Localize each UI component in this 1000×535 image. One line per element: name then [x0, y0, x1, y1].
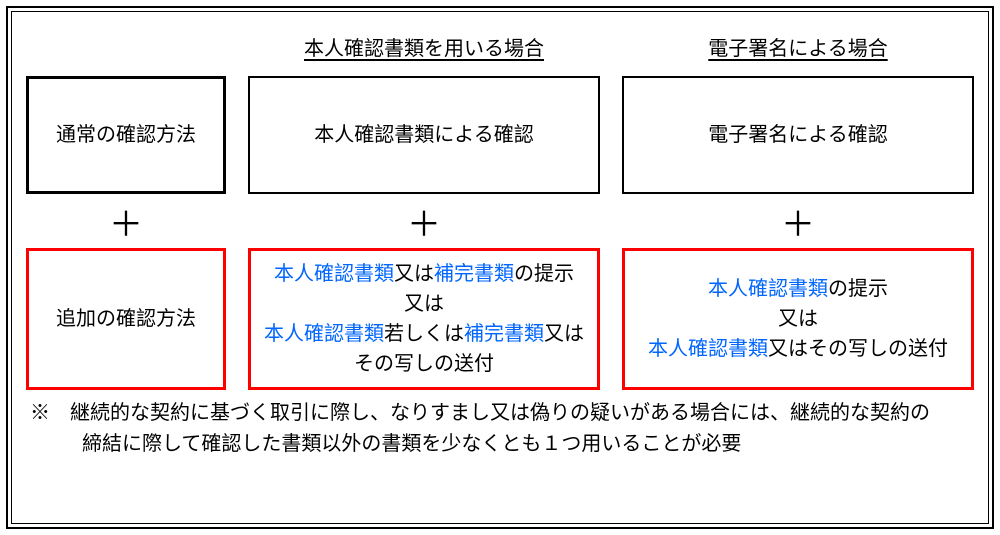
txt: 又は [394, 263, 434, 285]
row2-col2-line4: その写しの送付 [264, 349, 584, 379]
row1-label-box: 通常の確認方法 [26, 76, 226, 194]
row2-col3-box: 本人確認書類の提示 又は 本人確認書類又はその写しの送付 [622, 248, 974, 390]
footnote-line1: 継続的な契約に基づく取引に際し、なりすまし又は偽りの疑いがある場合には、継続的な… [70, 402, 930, 424]
row2-col2-line3: 本人確認書類若しくは補完書類又は [264, 319, 584, 349]
term-honnin: 本人確認書類 [648, 338, 768, 360]
inner-frame: 本人確認書類を用いる場合 電子署名による場合 通常の確認方法 本人確認書類による… [11, 11, 989, 524]
term-honnin: 本人確認書類 [274, 263, 394, 285]
row2-col3-line3: 本人確認書類又はその写しの送付 [648, 334, 948, 364]
row2-col2-content: 本人確認書類又は補完書類の提示 又は 本人確認書類若しくは補完書類又は その写し… [264, 259, 584, 379]
footnote: ※ 継続的な契約に基づく取引に際し、なりすまし又は偽りの疑いがある場合には、継続… [26, 398, 974, 460]
txt: の提示 [514, 263, 574, 285]
term-honnin: 本人確認書類 [708, 278, 828, 300]
outer-frame: 本人確認書類を用いる場合 電子署名による場合 通常の確認方法 本人確認書類による… [6, 6, 994, 529]
row2-label-box: 追加の確認方法 [26, 248, 226, 390]
heading-spacer [26, 30, 226, 76]
heading-col2: 本人確認書類を用いる場合 [248, 30, 600, 76]
heading-col3: 電子署名による場合 [622, 30, 974, 76]
txt: 若しくは [384, 323, 464, 345]
row2-col2-line1: 本人確認書類又は補完書類の提示 [264, 259, 584, 289]
txt: 又はその写しの送付 [768, 338, 948, 360]
row2-col3-line1: 本人確認書類の提示 [648, 274, 948, 304]
row2-col2-line2: 又は [264, 289, 584, 319]
diagram-grid: 本人確認書類を用いる場合 電子署名による場合 通常の確認方法 本人確認書類による… [26, 30, 974, 390]
term-hokan: 補完書類 [464, 323, 544, 345]
plus-col2: ＋ [248, 194, 600, 248]
row1-col2-box: 本人確認書類による確認 [248, 76, 600, 194]
row2-col3-content: 本人確認書類の提示 又は 本人確認書類又はその写しの送付 [648, 274, 948, 364]
txt: の提示 [828, 278, 888, 300]
plus-col1: ＋ [26, 194, 226, 248]
row1-col3-box: 電子署名による確認 [622, 76, 974, 194]
plus-col3: ＋ [622, 194, 974, 248]
footnote-line2: 締結に際して確認した書類以外の書類を少なくとも１つ用いることが必要 [30, 429, 741, 460]
row2-col2-box: 本人確認書類又は補完書類の提示 又は 本人確認書類若しくは補完書類又は その写し… [248, 248, 600, 390]
term-hokan: 補完書類 [434, 263, 514, 285]
footnote-mark: ※ [30, 402, 50, 424]
row2-col3-line2: 又は [648, 304, 948, 334]
term-honnin: 本人確認書類 [264, 323, 384, 345]
txt: 又は [544, 323, 584, 345]
